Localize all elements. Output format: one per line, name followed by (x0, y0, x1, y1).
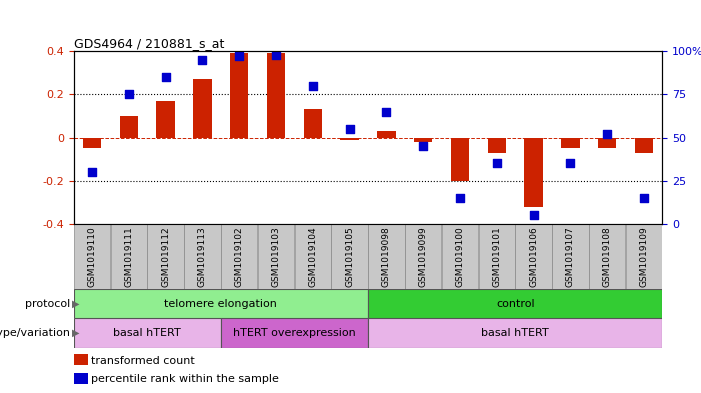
Text: GSM1019099: GSM1019099 (418, 226, 428, 287)
Point (197, 57, 208, 63)
Text: GSM1019100: GSM1019100 (456, 226, 465, 287)
Text: basal hTERT: basal hTERT (114, 328, 181, 338)
Text: percentile rank within the sample: percentile rank within the sample (91, 374, 279, 384)
Bar (626, 224, 662, 289)
Text: hTERT overexpression: hTERT overexpression (233, 328, 356, 338)
Text: ▶: ▶ (72, 328, 80, 338)
Point (271, 51, 282, 58)
Text: genotype/variation: genotype/variation (0, 328, 70, 338)
Point (344, 126, 355, 132)
Bar (193, 79, 212, 138)
Bar (479, 224, 515, 289)
Bar (74, 354, 88, 365)
Bar (74, 318, 221, 348)
Bar (83, 138, 101, 148)
Bar (414, 138, 433, 142)
Bar (552, 224, 589, 289)
Bar (230, 53, 248, 138)
Point (233, 53, 245, 59)
Bar (332, 224, 368, 289)
Text: GSM1019101: GSM1019101 (492, 226, 501, 287)
Text: GSM1019102: GSM1019102 (235, 226, 244, 286)
Bar (451, 138, 469, 181)
Bar (368, 224, 404, 289)
Bar (515, 224, 552, 289)
Bar (74, 373, 88, 384)
Bar (184, 224, 221, 289)
Point (160, 74, 171, 80)
Text: GDS4964 / 210881_s_at: GDS4964 / 210881_s_at (74, 37, 224, 50)
Bar (341, 138, 359, 140)
Bar (442, 224, 478, 289)
Bar (598, 138, 616, 148)
Bar (156, 101, 175, 138)
Point (381, 108, 392, 115)
Bar (147, 224, 184, 289)
Point (454, 195, 465, 201)
Text: transformed count: transformed count (91, 356, 195, 366)
Bar (294, 224, 331, 289)
Bar (304, 109, 322, 138)
Bar (221, 318, 368, 348)
Text: GSM1019109: GSM1019109 (639, 226, 648, 287)
Text: GSM1019105: GSM1019105 (345, 226, 354, 287)
Bar (258, 224, 294, 289)
Point (307, 83, 318, 89)
Point (601, 131, 613, 137)
Text: protocol: protocol (25, 299, 70, 309)
Bar (74, 224, 110, 289)
Bar (120, 116, 138, 138)
Bar (267, 53, 285, 138)
Bar (635, 138, 653, 152)
Point (528, 212, 539, 219)
Text: GSM1019108: GSM1019108 (603, 226, 612, 287)
Bar (488, 138, 506, 152)
Bar (524, 138, 543, 207)
Text: ▶: ▶ (72, 299, 80, 309)
Bar (405, 224, 442, 289)
Text: GSM1019098: GSM1019098 (382, 226, 391, 287)
Point (123, 91, 135, 97)
Text: control: control (496, 299, 535, 309)
Bar (368, 289, 662, 318)
Bar (74, 289, 368, 318)
Point (86, 169, 97, 175)
Text: GSM1019112: GSM1019112 (161, 226, 170, 286)
Point (639, 195, 650, 201)
Text: GSM1019107: GSM1019107 (566, 226, 575, 287)
Bar (377, 131, 395, 138)
Point (491, 160, 503, 167)
Point (418, 143, 429, 149)
Text: basal hTERT: basal hTERT (482, 328, 549, 338)
Text: GSM1019103: GSM1019103 (271, 226, 280, 287)
Bar (221, 224, 257, 289)
Bar (368, 318, 662, 348)
Text: GSM1019104: GSM1019104 (308, 226, 318, 286)
Text: GSM1019110: GSM1019110 (88, 226, 97, 287)
Text: GSM1019111: GSM1019111 (124, 226, 133, 287)
Text: telomere elongation: telomere elongation (164, 299, 278, 309)
Bar (589, 224, 625, 289)
Bar (111, 224, 147, 289)
Text: GSM1019113: GSM1019113 (198, 226, 207, 287)
Bar (562, 138, 580, 148)
Text: GSM1019106: GSM1019106 (529, 226, 538, 287)
Point (565, 160, 576, 167)
